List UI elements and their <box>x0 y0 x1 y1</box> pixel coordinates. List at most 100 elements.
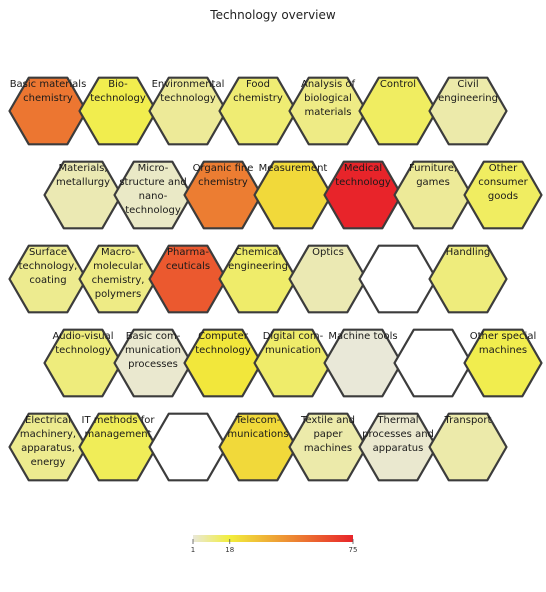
hex-label-line: munication <box>125 345 181 356</box>
hex-label-line: chemistry <box>198 177 248 188</box>
hex-label: Bio-technology <box>90 79 146 104</box>
legend-tick-label: 18 <box>225 546 234 554</box>
hex-label-line: processes <box>128 359 178 370</box>
hex-label-line: Electrical <box>25 415 71 426</box>
hex-label-line: technology, <box>19 261 78 272</box>
hex-label: Control <box>380 79 416 90</box>
hex-cell <box>428 76 508 146</box>
hex-label-line: Bio- <box>108 79 128 90</box>
hex-label-line: Furniture, <box>409 163 457 174</box>
hex-label: Digital com-munication <box>263 331 324 356</box>
hex-label-line: Other special <box>470 331 536 342</box>
hex-cell <box>463 160 543 230</box>
hex-label-line: Chemical <box>235 247 281 258</box>
hex-label-line: Basic com- <box>126 331 181 342</box>
hex-label-line: technology <box>125 205 181 216</box>
hex-label-line: engineering <box>438 93 498 104</box>
hex-label: Macro-molecular chemistry, polymers <box>92 247 145 300</box>
hex-label-line: Materials, <box>58 163 107 174</box>
hex-label-line: ceuticals <box>166 261 210 272</box>
hex-label: Audio-visual technology <box>52 331 113 356</box>
hex-label-line: Measurement <box>259 163 328 174</box>
hex-label-line: chemistry <box>233 93 283 104</box>
hex-label-line: Computer <box>198 331 249 342</box>
hex-label: Surface technology, coating <box>19 247 78 286</box>
hex-label-line: machines <box>304 443 352 454</box>
legend-tick-label: 1 <box>191 546 195 554</box>
hex-label-line: Textile and <box>300 415 355 426</box>
hex-label-line: games <box>416 177 450 188</box>
hex-label-line: biological <box>304 93 352 104</box>
hex-label-line: technology <box>160 93 216 104</box>
hex-label-line: nano- <box>139 191 168 202</box>
hex-label: Textile and paper machines <box>300 415 355 454</box>
hex-label-line: management <box>85 429 152 440</box>
hex-label-line: processes and <box>362 429 434 440</box>
hex-label: IT methods for management <box>82 415 156 440</box>
hex-label-line: Micro- <box>138 163 169 174</box>
hex-label-line: Handling <box>446 247 491 258</box>
hex-cell <box>428 244 508 314</box>
hex-label: Medical technology <box>335 163 391 188</box>
hex-label-line: structure and <box>119 177 186 188</box>
hex-label-line: Digital com- <box>263 331 324 342</box>
hex-label: Food chemistry <box>233 79 283 104</box>
hex-label-line: Macro- <box>101 247 135 258</box>
hex-label-line: technology <box>335 177 391 188</box>
hex-label-line: polymers <box>95 289 141 300</box>
hex-label: Organic fine chemistry <box>193 163 254 188</box>
hex-label-line: coating <box>29 275 66 286</box>
hex-label: Basic materials chemistry <box>10 79 87 104</box>
hex-cell <box>148 412 228 482</box>
hex-label-line: apparatus, <box>21 443 75 454</box>
hex-label-line: Organic fine <box>193 163 254 174</box>
hex-label-line: Telecom- <box>235 415 281 426</box>
hex-label: Electrical machinery, apparatus, energy <box>20 415 76 468</box>
hex-label-line: Basic materials <box>10 79 87 90</box>
hex-label: Measurement <box>259 163 328 174</box>
hex-label-line: Pharma- <box>167 247 209 258</box>
hex-label: Other special machines <box>470 331 536 356</box>
hex-label: Micro-structure and nano-technology <box>119 163 186 216</box>
hex-label-line: Civil <box>457 79 478 90</box>
hex-label-line: materials <box>305 107 352 118</box>
hex-label-line: munication <box>265 345 321 356</box>
hex-label: Thermal processes and apparatus <box>362 415 434 454</box>
hex-label-line: molecular <box>93 261 144 272</box>
hex-label-line: Transport <box>444 415 492 426</box>
hex-label: Basic com-munication processes <box>125 331 181 370</box>
hex-label: Chemical engineering <box>228 247 288 272</box>
hex-label: Computer technology <box>195 331 251 356</box>
hex-label: Furniture, games <box>409 163 457 188</box>
hex-label-line: Analysis of <box>301 79 355 90</box>
hex-label-line: Control <box>380 79 416 90</box>
hex-cell <box>358 244 438 314</box>
hex-label: Telecom-munications <box>227 415 288 440</box>
hex-label: Environmental technology <box>152 79 225 104</box>
hex-label-line: Optics <box>312 247 344 258</box>
hex-label-line: chemistry, <box>92 275 145 286</box>
hex-label-line: Machine tools <box>328 331 397 342</box>
hex-label-line: Environmental <box>152 79 225 90</box>
hex-label-line: Food <box>246 79 270 90</box>
hex-label: Pharma-ceuticals <box>166 247 210 272</box>
hex-label: Machine tools <box>328 331 397 342</box>
hex-label-line: machinery, <box>20 429 76 440</box>
hex-label-line: technology <box>195 345 251 356</box>
hex-label-line: engineering <box>228 261 288 272</box>
hex-label-line: munications <box>227 429 288 440</box>
hex-label-line: technology <box>55 345 111 356</box>
chart-title: Technology overview <box>210 8 336 22</box>
hex-cell <box>463 328 543 398</box>
hex-label: Materials, metallurgy <box>56 163 110 188</box>
hex-label: Analysis of biological materials <box>301 79 355 118</box>
hex-label-line: energy <box>31 457 66 468</box>
hex-cell <box>393 328 473 398</box>
hex-label: Transport <box>444 415 492 426</box>
hex-label: Civil engineering <box>438 79 498 104</box>
hex-label-line: Surface <box>29 247 67 258</box>
hex-label-line: paper <box>313 429 343 440</box>
hex-label: Handling <box>446 247 491 258</box>
hex-label-line: machines <box>479 345 527 356</box>
